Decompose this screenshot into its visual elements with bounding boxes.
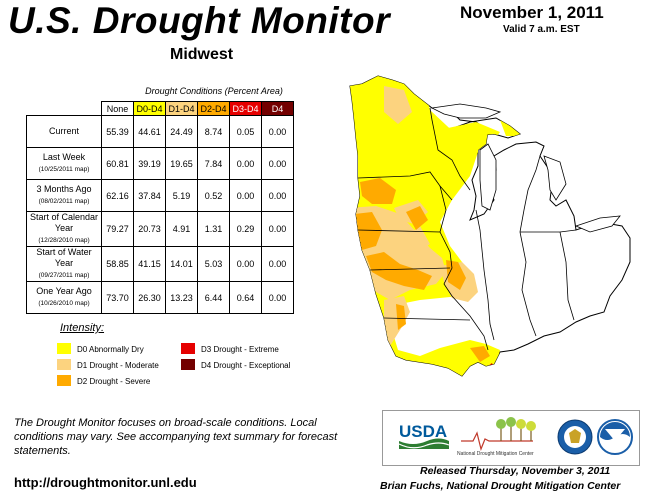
cell-d4: 0.00 <box>261 246 294 282</box>
cell-d1-d4: 14.01 <box>165 246 198 282</box>
lake-michigan <box>479 143 497 211</box>
cell-none: 73.70 <box>101 281 134 314</box>
doc-seal-icon <box>557 419 593 455</box>
cell-none: 55.39 <box>101 115 134 148</box>
ndmc-logo: National Drought Mitigation Center <box>457 417 536 457</box>
cell-d3-d4: 0.00 <box>229 179 262 212</box>
legend-label-d1: D1 Drought - Moderate <box>77 361 159 370</box>
cell-d4: 0.00 <box>261 179 294 212</box>
valid-time: Valid 7 a.m. EST <box>503 24 580 35</box>
cell-d2-d4: 5.03 <box>197 246 230 282</box>
row-label: Start of Water Year (09/27/2011 map) <box>26 246 102 282</box>
cell-d3-d4: 0.00 <box>229 147 262 180</box>
column-header-d0-d4: D0-D4 <box>133 101 166 116</box>
page-title: U.S. Drought Monitor <box>8 0 390 41</box>
table-row: Last Week (10/25/2011 map) 60.81 39.19 19… <box>26 147 294 180</box>
legend-label-d4: D4 Drought - Exceptional <box>201 361 291 370</box>
cell-d2-d4: 7.84 <box>197 147 230 180</box>
column-header-d2-d4: D2-D4 <box>197 101 230 116</box>
table-row: Start of Water Year (09/27/2011 map) 58.8… <box>26 246 294 282</box>
legend-swatch-d4 <box>181 359 195 370</box>
table-corner <box>27 102 102 116</box>
legend-label-d3: D3 Drought - Extreme <box>201 345 279 354</box>
legend-swatch-d3 <box>181 343 195 354</box>
table-row: One Year Ago (10/26/2010 map) 73.70 26.30… <box>26 281 294 314</box>
table-caption: Drought Conditions (Percent Area) <box>145 86 283 96</box>
cell-d4: 0.00 <box>261 147 294 180</box>
noaa-logo-icon <box>597 419 633 455</box>
cell-d1-d4: 19.65 <box>165 147 198 180</box>
column-header-d1-d4: D1-D4 <box>165 101 198 116</box>
cell-d0-d4: 26.30 <box>133 281 166 314</box>
lake-superior <box>430 103 502 119</box>
author-credit: Brian Fuchs, National Drought Mitigation… <box>380 480 621 492</box>
legend-label-d0: D0 Abnormally Dry <box>77 345 144 354</box>
cell-d1-d4: 4.91 <box>165 211 198 247</box>
row-label: Current <box>26 115 102 148</box>
legend-title: Intensity: <box>60 322 105 334</box>
usda-logo: USDA <box>399 422 447 441</box>
d2-region-missouri-sw <box>396 304 406 330</box>
lake-erie <box>574 215 621 233</box>
svg-text:National Drought Mitigation Ce: National Drought Mitigation Center <box>457 451 534 457</box>
d2-region-mn-south <box>360 178 396 204</box>
cell-d3-d4: 0.29 <box>229 211 262 247</box>
d2-region-iowa-central <box>406 206 428 230</box>
cell-d0-d4: 39.19 <box>133 147 166 180</box>
website-url[interactable]: http://droughtmonitor.unl.edu <box>14 475 197 490</box>
midwest-drought-map <box>349 75 631 377</box>
cell-d4: 0.00 <box>261 281 294 314</box>
cell-none: 79.27 <box>101 211 134 247</box>
d2-region-bootheel <box>470 346 490 362</box>
partner-logos: USDA National Drought Mitigation Center <box>382 410 640 466</box>
row-label: Last Week (10/25/2011 map) <box>26 147 102 180</box>
cell-d0-d4: 41.15 <box>133 246 166 282</box>
column-header-none: None <box>101 101 134 116</box>
usda-logo-hills <box>399 438 449 449</box>
legend-label-d2: D2 Drought - Severe <box>77 377 151 386</box>
release-date: Released Thursday, November 3, 2011 <box>420 465 611 477</box>
disclaimer-note: The Drought Monitor focuses on broad-sca… <box>14 417 338 457</box>
legend-swatch-d0 <box>57 343 71 354</box>
d2-region-iowa-west <box>354 212 382 250</box>
cell-d1-d4: 13.23 <box>165 281 198 314</box>
state-borders <box>357 107 577 351</box>
cell-d2-d4: 0.52 <box>197 179 230 212</box>
column-header-d4: D4 <box>261 101 294 116</box>
drought-conditions-table: None D0-D4 D1-D4 D2-D4 D3-D4 D4 Current … <box>26 101 294 314</box>
row-label: One Year Ago (10/26/2010 map) <box>26 281 102 314</box>
legend-swatch-d1 <box>57 359 71 370</box>
cell-d2-d4: 8.74 <box>197 115 230 148</box>
cell-d0-d4: 37.84 <box>133 179 166 212</box>
cell-d1-d4: 5.19 <box>165 179 198 212</box>
d2-region-missouri-north <box>366 252 432 290</box>
cell-d3-d4: 0.64 <box>229 281 262 314</box>
cell-d4: 0.00 <box>261 211 294 247</box>
cell-none: 58.85 <box>101 246 134 282</box>
table-row: Current 55.39 44.61 24.49 8.74 0.05 0.00 <box>26 115 294 148</box>
cell-d0-d4: 44.61 <box>133 115 166 148</box>
logos-graphic: USDA National Drought Mitigation Center <box>398 417 633 457</box>
row-label: Start of Calendar Year (12/28/2010 map) <box>26 211 102 247</box>
legend-swatch-d2 <box>57 375 71 386</box>
d2-region-illinois-west <box>446 260 466 290</box>
cell-d4: 0.00 <box>261 115 294 148</box>
map-date: November 1, 2011 <box>460 3 604 22</box>
cell-d0-d4: 20.73 <box>133 211 166 247</box>
d1-region-iowa-east <box>404 226 430 252</box>
cell-d2-d4: 1.31 <box>197 211 230 247</box>
region-title: Midwest <box>170 46 234 63</box>
d1-region-mn-north <box>384 86 412 124</box>
cell-none: 62.16 <box>101 179 134 212</box>
cell-d2-d4: 6.44 <box>197 281 230 314</box>
cell-d3-d4: 0.05 <box>229 115 262 148</box>
lake-huron <box>543 155 567 201</box>
row-label: 3 Months Ago (08/02/2011 map) <box>26 179 102 212</box>
cell-none: 60.81 <box>101 147 134 180</box>
table-row: Start of Calendar Year (12/28/2010 map) 7… <box>26 211 294 247</box>
column-header-d3-d4: D3-D4 <box>229 101 262 116</box>
cell-d1-d4: 24.49 <box>165 115 198 148</box>
table-row: 3 Months Ago (08/02/2011 map) 62.16 37.84… <box>26 179 294 212</box>
cell-d3-d4: 0.00 <box>229 246 262 282</box>
